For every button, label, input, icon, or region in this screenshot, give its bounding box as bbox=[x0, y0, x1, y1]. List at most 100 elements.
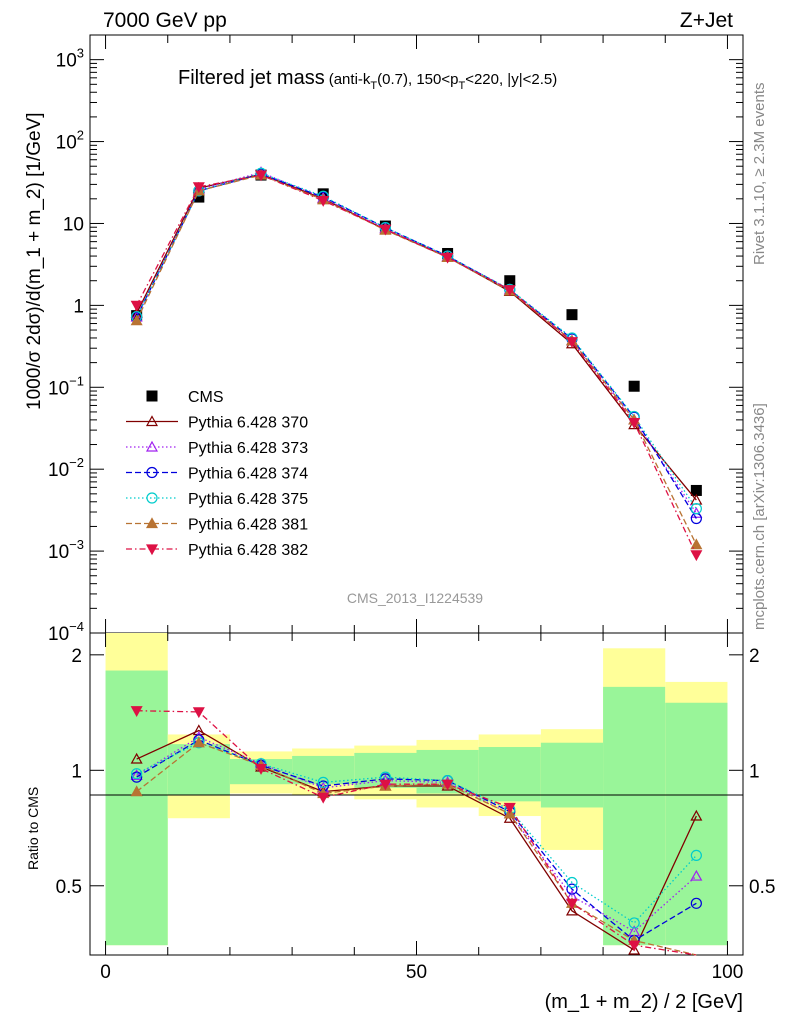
data-point bbox=[130, 314, 143, 326]
data-point bbox=[192, 707, 205, 719]
data-point bbox=[145, 440, 159, 452]
y-axis-label: 1000/σ 2dσ)/d(m_1 + m_2) [1/GeV] bbox=[24, 112, 45, 410]
y-tick-label: 10 bbox=[63, 214, 84, 235]
data-point bbox=[628, 943, 641, 955]
data-point bbox=[130, 300, 143, 312]
ratio-line bbox=[136, 736, 697, 933]
data-point bbox=[690, 503, 702, 515]
data-point bbox=[690, 550, 703, 562]
data-point bbox=[255, 764, 268, 775]
data-point bbox=[193, 191, 205, 203]
ratio-plot: 0.5 0.5 1 1 2 2 0 50 100 bbox=[56, 632, 775, 983]
ratio-line bbox=[136, 739, 697, 942]
data-point bbox=[130, 752, 143, 764]
ratio-line bbox=[136, 741, 697, 956]
ratio-y-tick-label: 2 bbox=[71, 646, 82, 667]
data-point bbox=[565, 898, 578, 910]
ratio-band-green bbox=[478, 747, 541, 802]
legend-label: Pythia 6.428 382 bbox=[188, 542, 308, 559]
series-line bbox=[136, 174, 697, 556]
side-label-bottom: mcplots.cern.ch [arXiv:1306.3436] bbox=[751, 403, 768, 630]
ratio-y-tick-label: 0.5 bbox=[56, 877, 82, 898]
data-point bbox=[565, 337, 578, 348]
data-point bbox=[628, 940, 641, 952]
data-point bbox=[146, 492, 158, 504]
data-point bbox=[690, 849, 702, 862]
data-point bbox=[131, 768, 143, 780]
ratio-band-green bbox=[603, 686, 666, 946]
data-point bbox=[566, 883, 578, 895]
y-tick-label: 10−4 bbox=[48, 619, 84, 645]
data-point bbox=[130, 785, 143, 797]
side-label-top: Rivet 3.1.10, ≥ 2.3M events bbox=[751, 83, 768, 266]
data-point bbox=[146, 466, 158, 479]
y-tick-label: 10−1 bbox=[48, 373, 84, 399]
y-tick-label: 10−3 bbox=[48, 537, 84, 563]
data-point bbox=[130, 706, 143, 717]
data-point bbox=[504, 275, 516, 287]
data-point bbox=[566, 309, 578, 321]
data-point bbox=[145, 415, 159, 427]
legend-label: Pythia 6.428 370 bbox=[188, 415, 308, 432]
ratio-band-green bbox=[167, 744, 230, 796]
ratio-y-tick-label-right: 0.5 bbox=[749, 877, 775, 898]
ratio-band-green bbox=[540, 742, 604, 808]
header-right: Z+Jet bbox=[680, 9, 733, 32]
data-point bbox=[628, 380, 640, 392]
y-tick-label: 102 bbox=[56, 128, 84, 154]
data-point bbox=[317, 792, 330, 804]
data-point bbox=[379, 779, 392, 791]
y-tick-label: 10−2 bbox=[48, 455, 84, 481]
data-point bbox=[317, 196, 330, 207]
x-axis-label: (m_1 + m_2) / 2 [GeV] bbox=[545, 991, 743, 1013]
chart-title: Filtered jet mass (anti-kT(0.7), 150<pT<2… bbox=[178, 67, 557, 92]
series-line bbox=[136, 172, 697, 509]
data-point bbox=[566, 876, 578, 889]
data-point bbox=[379, 224, 392, 236]
data-point bbox=[145, 544, 159, 556]
header-left: 7000 GeV pp bbox=[103, 9, 227, 32]
data-point bbox=[628, 917, 640, 929]
main-plot: Filtered jet mass (anti-kT(0.7), 150<pT<2… bbox=[48, 34, 744, 645]
main-plot-frame bbox=[89, 34, 744, 634]
legend-label: CMS bbox=[188, 389, 224, 406]
ratio-y-tick-label-right: 1 bbox=[749, 761, 760, 782]
legend-label: Pythia 6.428 373 bbox=[188, 440, 308, 457]
data-point bbox=[690, 897, 702, 909]
ratio-line bbox=[136, 729, 697, 951]
legend-label: Pythia 6.428 381 bbox=[188, 517, 308, 534]
y-tick-label: 1 bbox=[73, 296, 84, 317]
data-point bbox=[146, 390, 158, 402]
ratio-line bbox=[136, 710, 697, 956]
data-point bbox=[503, 802, 516, 814]
data-point bbox=[192, 736, 205, 748]
ratio-band-green bbox=[665, 702, 728, 946]
ratio-y-tick-label: 1 bbox=[71, 761, 82, 782]
data-point bbox=[441, 252, 454, 264]
data-point bbox=[441, 779, 454, 791]
legend-label: Pythia 6.428 374 bbox=[188, 466, 308, 483]
x-tick-label: 100 bbox=[712, 962, 744, 983]
data-point bbox=[690, 869, 703, 881]
data-point bbox=[145, 517, 159, 529]
x-tick-label: 50 bbox=[406, 962, 427, 983]
watermark-label: CMS_2013_I1224539 bbox=[347, 590, 483, 606]
data-point bbox=[255, 170, 268, 182]
data-point bbox=[192, 182, 205, 194]
x-tick-label: 0 bbox=[100, 962, 111, 983]
data-point bbox=[131, 771, 143, 783]
y-tick-label: 103 bbox=[56, 46, 84, 72]
data-point bbox=[503, 285, 516, 297]
data-point bbox=[628, 418, 641, 429]
ratio-series bbox=[130, 706, 697, 956]
data-point bbox=[690, 484, 702, 496]
ratio-y-axis-label: Ratio to CMS bbox=[25, 787, 41, 870]
series-pythia-6-428-382 bbox=[130, 170, 703, 562]
data-point bbox=[565, 904, 578, 916]
legend: CMS Pythia 6.428 370 Pythia 6.428 373 Pythi… bbox=[126, 389, 308, 559]
data-point bbox=[690, 538, 703, 550]
ratio-y-tick-label-right: 2 bbox=[749, 646, 760, 667]
data-point bbox=[690, 809, 703, 821]
legend-label: Pythia 6.428 375 bbox=[188, 491, 308, 508]
